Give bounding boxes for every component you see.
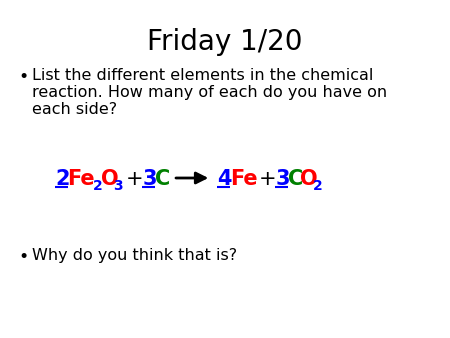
Text: Friday 1/20: Friday 1/20 bbox=[147, 28, 303, 56]
Text: +: + bbox=[259, 169, 276, 189]
Text: O: O bbox=[101, 169, 118, 189]
Text: Why do you think that is?: Why do you think that is? bbox=[32, 248, 237, 263]
Text: 3: 3 bbox=[113, 179, 123, 193]
Text: 3: 3 bbox=[275, 169, 290, 189]
Text: C: C bbox=[155, 169, 170, 189]
Text: 2: 2 bbox=[55, 169, 69, 189]
Text: reaction. How many of each do you have on: reaction. How many of each do you have o… bbox=[32, 85, 387, 100]
Text: •: • bbox=[18, 248, 28, 266]
Text: +: + bbox=[126, 169, 143, 189]
Text: O: O bbox=[300, 169, 318, 189]
Text: 2: 2 bbox=[93, 179, 102, 193]
Text: each side?: each side? bbox=[32, 102, 117, 117]
Text: 2: 2 bbox=[313, 179, 322, 193]
Text: 4: 4 bbox=[217, 169, 232, 189]
Text: Fe: Fe bbox=[68, 169, 95, 189]
Text: List the different elements in the chemical: List the different elements in the chemi… bbox=[32, 68, 374, 83]
Text: Fe: Fe bbox=[230, 169, 257, 189]
Text: •: • bbox=[18, 68, 28, 86]
Text: C: C bbox=[288, 169, 303, 189]
Text: 3: 3 bbox=[142, 169, 157, 189]
